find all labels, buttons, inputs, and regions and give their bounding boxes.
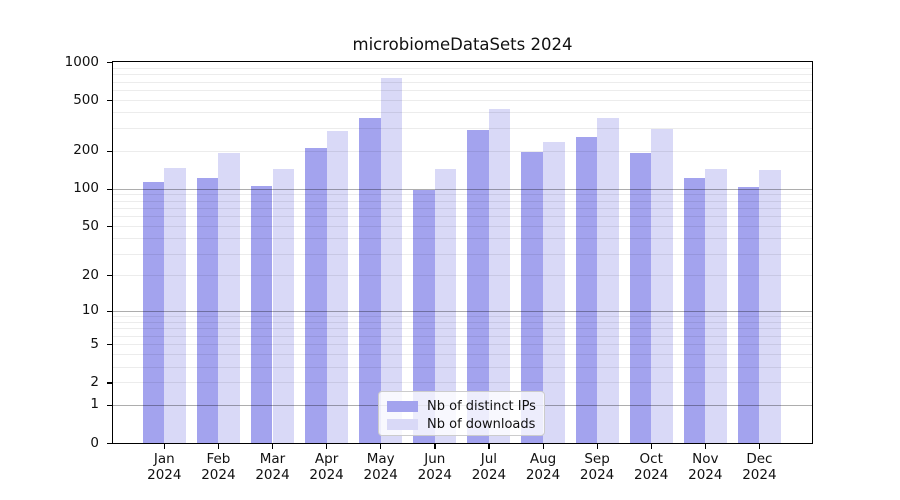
x-tick-mark-nov [704, 444, 707, 449]
bar-dl-sep [597, 118, 619, 443]
y-axis-tick-label-500: 500 [73, 91, 99, 108]
plot-area: Nb of distinct IPs Nb of downloads 0 1 2 5 1… [65, 54, 813, 482]
x-tick-mark-mar [272, 444, 274, 449]
x-tick-mark-jan [163, 444, 166, 449]
bar-dl-jun [434, 168, 457, 443]
x-tick-mark-sep [596, 444, 598, 449]
x-axis-tick-label-aug: Aug 2024 [525, 451, 561, 483]
x-tick-mark-feb [217, 444, 220, 449]
x-tick-mark-jul [488, 444, 490, 449]
bar-ips-dec [737, 186, 760, 443]
y-axis-tick-label-200: 200 [73, 142, 99, 158]
legend-swatch-distinct-ips [387, 400, 418, 412]
y-axis-tick-label-20: 20 [81, 266, 99, 283]
gridline-minor-800 [113, 74, 812, 76]
x-tick-mark-apr [326, 444, 328, 449]
x-axis-tick-label-jul: Jul 2024 [471, 451, 507, 483]
bar-ips-mar [250, 185, 273, 443]
legend-entry-downloads: Nb of downloads [387, 415, 536, 433]
y-tick-mark-100 [107, 188, 112, 190]
y-axis-tick-label-2: 2 [90, 373, 99, 390]
x-tick-mark-dec [758, 444, 761, 449]
x-axis-tick-label-sep: Sep 2024 [579, 451, 615, 483]
gridline-minor-700 [113, 81, 812, 83]
bar-dl-may [380, 77, 403, 443]
x-tick-mark-jun [434, 444, 436, 449]
legend: Nb of distinct IPs Nb of downloads [378, 391, 545, 436]
y-tick-mark-20 [107, 275, 112, 277]
bar-dl-feb [218, 153, 240, 443]
y-tick-mark-50 [107, 226, 112, 228]
y-axis-tick-label-0: 0 [90, 434, 99, 451]
bar-dl-dec [759, 169, 781, 443]
y-axis-tick-label-1000: 1000 [64, 53, 99, 70]
x-tick-mark-may [380, 444, 382, 449]
x-axis-tick-label-nov: Nov 2024 [688, 451, 723, 483]
y-tick-mark-1000 [107, 62, 112, 64]
gridline-minor-200 [113, 150, 812, 152]
y-tick-mark-1 [107, 404, 112, 407]
chart-title: microbiomeDataSets 2024 [352, 35, 573, 54]
legend-label-distinct-ips: Nb of distinct IPs [427, 398, 536, 414]
gridline-minor-400 [113, 112, 812, 114]
y-tick-mark-0 [107, 443, 112, 445]
x-axis-tick-label-oct: Oct 2024 [634, 451, 669, 483]
plot-border-top [113, 61, 812, 63]
bar-dl-jul [488, 108, 511, 443]
x-axis-tick-label-apr: Apr 2024 [309, 451, 344, 483]
x-axis-tick-label-feb: Feb 2024 [201, 451, 236, 483]
y-axis-line [112, 61, 114, 444]
legend-label-downloads: Nb of downloads [427, 416, 536, 432]
legend-entry-distinct-ips: Nb of distinct IPs [387, 397, 536, 415]
bar-ips-apr [305, 147, 327, 443]
bar-dl-jan [164, 168, 186, 443]
x-axis-tick-label-may: May 2024 [363, 451, 398, 483]
x-axis-tick-label-mar: Mar 2024 [255, 451, 290, 483]
gridline-minor-500 [113, 100, 812, 102]
legend-swatch-downloads [387, 418, 418, 430]
y-tick-mark-500 [107, 100, 112, 102]
y-tick-mark-5 [107, 344, 112, 346]
bar-ips-aug [521, 151, 543, 443]
bar-ips-sep [575, 137, 598, 443]
gridline-minor-600 [113, 90, 812, 92]
bar-dl-mar [272, 168, 295, 443]
bar-dl-apr [326, 131, 349, 443]
y-tick-mark-10 [107, 310, 112, 313]
y-axis-tick-label-1: 1 [90, 396, 99, 413]
bar-ips-may [359, 117, 381, 443]
y-axis-tick-label-50: 50 [81, 217, 99, 234]
x-tick-mark-aug [542, 444, 544, 449]
x-axis-tick-label-jun: Jun 2024 [417, 451, 452, 483]
y-axis-tick-label-5: 5 [90, 335, 99, 352]
y-tick-mark-2 [107, 382, 112, 384]
bar-ips-oct [629, 153, 652, 443]
x-axis-line [113, 442, 812, 444]
bar-ips-jan [142, 181, 165, 443]
y-axis-tick-label-10: 10 [81, 302, 99, 319]
bar-dl-aug [543, 141, 565, 443]
gridline-minor-900 [113, 67, 812, 69]
bar-ips-feb [196, 177, 219, 443]
bar-ips-jul [467, 130, 489, 443]
bar-ips-jun [413, 190, 435, 443]
bar-ips-nov [683, 178, 706, 443]
bar-dl-oct [651, 129, 673, 443]
gridline-minor-300 [113, 128, 812, 130]
x-tick-mark-oct [650, 444, 652, 449]
x-axis-tick-label-dec: Dec 2024 [742, 451, 777, 483]
plot-border-right [811, 61, 813, 444]
x-axis-tick-label-jan: Jan 2024 [147, 451, 182, 483]
bar-dl-nov [705, 169, 727, 443]
y-axis-tick-label-100: 100 [73, 180, 99, 196]
y-tick-mark-200 [107, 150, 112, 152]
